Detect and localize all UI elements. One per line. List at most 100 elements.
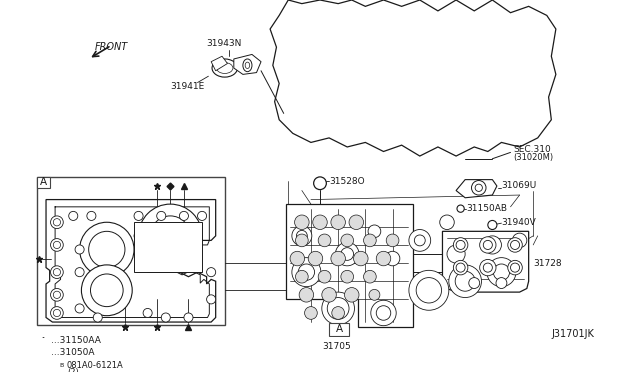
Text: 31705: 31705 [323, 342, 351, 351]
Circle shape [327, 298, 349, 319]
Circle shape [298, 264, 314, 280]
Text: 31150AB: 31150AB [466, 204, 507, 213]
Circle shape [416, 278, 442, 303]
Circle shape [207, 267, 216, 277]
Circle shape [198, 211, 207, 221]
Circle shape [207, 295, 216, 304]
Circle shape [184, 313, 193, 322]
Circle shape [376, 251, 391, 266]
Circle shape [496, 278, 507, 288]
Circle shape [87, 211, 96, 221]
Text: SEC.310: SEC.310 [513, 145, 551, 154]
Circle shape [511, 263, 520, 272]
Circle shape [79, 222, 134, 277]
Circle shape [299, 288, 314, 302]
Circle shape [331, 251, 346, 266]
Circle shape [349, 215, 364, 230]
Text: ...31150AA: ...31150AA [51, 336, 100, 345]
Circle shape [455, 271, 475, 291]
Text: (2): (2) [67, 368, 79, 372]
Polygon shape [442, 231, 529, 292]
Circle shape [51, 288, 63, 301]
Circle shape [143, 308, 152, 318]
Circle shape [453, 260, 468, 275]
Text: 31069U: 31069U [501, 182, 537, 190]
Polygon shape [234, 54, 261, 74]
Text: 31728: 31728 [533, 259, 562, 267]
Circle shape [483, 236, 501, 254]
Circle shape [508, 238, 522, 252]
Circle shape [447, 245, 465, 263]
Circle shape [296, 230, 307, 241]
Circle shape [150, 216, 190, 256]
Circle shape [296, 270, 308, 283]
Circle shape [308, 251, 323, 266]
Bar [37, 177, 225, 325]
Circle shape [134, 231, 143, 240]
Circle shape [369, 289, 380, 300]
Circle shape [157, 231, 166, 240]
Circle shape [93, 313, 102, 322]
Circle shape [341, 234, 353, 247]
Circle shape [75, 245, 84, 254]
Circle shape [479, 259, 496, 276]
Circle shape [75, 304, 84, 313]
Circle shape [364, 270, 376, 283]
Ellipse shape [212, 59, 237, 77]
Text: 31940V: 31940V [501, 218, 536, 227]
Circle shape [305, 307, 317, 319]
Polygon shape [211, 56, 227, 71]
Polygon shape [270, 0, 556, 156]
Circle shape [364, 234, 376, 247]
Circle shape [449, 265, 481, 298]
Circle shape [51, 216, 63, 229]
Circle shape [483, 263, 492, 272]
Polygon shape [285, 204, 413, 327]
Circle shape [353, 251, 368, 266]
Circle shape [75, 267, 84, 277]
Circle shape [493, 264, 509, 280]
Circle shape [371, 300, 396, 326]
Text: 081A0-6121A: 081A0-6121A [67, 361, 124, 370]
Text: 31941E: 31941E [170, 82, 205, 91]
Polygon shape [46, 200, 216, 322]
Circle shape [51, 266, 63, 279]
Circle shape [472, 180, 486, 195]
Polygon shape [456, 180, 497, 198]
Circle shape [511, 240, 520, 250]
Circle shape [341, 270, 353, 283]
Circle shape [322, 288, 337, 302]
Circle shape [51, 307, 63, 319]
Circle shape [475, 184, 483, 192]
Circle shape [294, 215, 309, 230]
Bar [134, 222, 202, 272]
Text: 31528O: 31528O [329, 177, 365, 186]
Bar [37, 177, 50, 188]
Circle shape [409, 230, 431, 251]
Circle shape [376, 306, 391, 320]
Circle shape [53, 241, 61, 248]
Circle shape [513, 233, 527, 248]
Circle shape [292, 226, 312, 246]
Circle shape [314, 177, 326, 190]
Circle shape [453, 238, 468, 252]
Text: 31943N: 31943N [207, 39, 242, 48]
Circle shape [483, 240, 492, 250]
Circle shape [157, 211, 166, 221]
Text: (31020M): (31020M) [513, 153, 554, 162]
Ellipse shape [243, 59, 252, 72]
Circle shape [479, 237, 496, 253]
Circle shape [440, 215, 454, 230]
Circle shape [53, 219, 61, 226]
Circle shape [318, 270, 331, 283]
Circle shape [487, 258, 516, 287]
Circle shape [296, 234, 308, 247]
Text: ...31050A: ...31050A [51, 349, 94, 357]
Circle shape [409, 270, 449, 310]
Circle shape [344, 288, 359, 302]
Circle shape [179, 240, 188, 250]
Circle shape [508, 260, 522, 275]
Circle shape [331, 215, 346, 230]
Circle shape [290, 251, 305, 266]
Circle shape [386, 234, 399, 247]
